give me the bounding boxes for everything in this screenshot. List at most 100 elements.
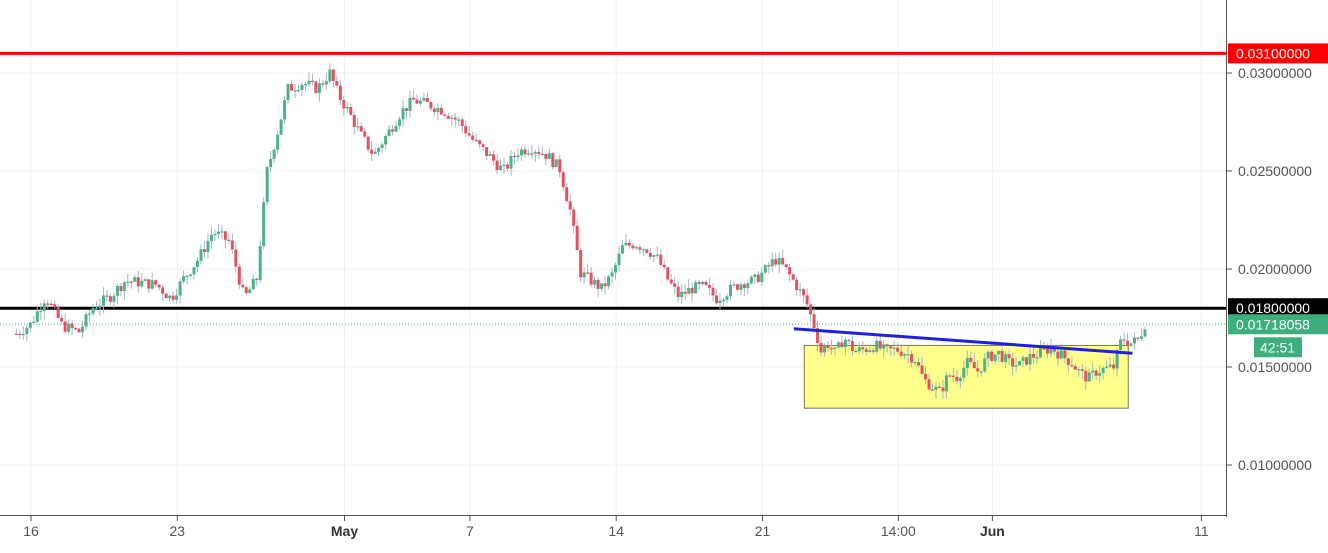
candle-body <box>728 284 732 297</box>
candle-body <box>377 148 381 152</box>
time-axis[interactable]: 16 23 May 7 14 21 14:00 Jun 11 <box>23 515 1209 539</box>
candle-131 <box>471 131 475 142</box>
candle-body <box>516 155 520 158</box>
candle-body <box>70 323 74 329</box>
candle-body <box>101 295 105 306</box>
candle-241 <box>854 348 858 353</box>
candle-body <box>28 322 32 328</box>
candle-body <box>833 347 837 349</box>
candle-106 <box>384 134 388 150</box>
candle-82 <box>300 82 304 97</box>
candle-body <box>56 306 60 318</box>
price-axis[interactable]: 0.01000000 0.01500000 0.02000000 0.02500000… <box>1226 65 1312 473</box>
candle-31 <box>122 281 126 300</box>
price-tick-label: 0.01500000 <box>1238 359 1312 375</box>
candle-body <box>864 349 868 352</box>
candle-104 <box>377 146 381 157</box>
candle-body <box>457 119 461 121</box>
candle-113 <box>408 90 412 118</box>
candle-body <box>415 99 419 104</box>
candle-123 <box>443 113 447 119</box>
trendline[interactable] <box>793 327 1133 355</box>
candle-24 <box>98 298 102 316</box>
candle-body <box>1056 351 1060 359</box>
candle-body <box>352 114 356 127</box>
candle-284 <box>1004 350 1008 369</box>
candle-body <box>220 231 224 233</box>
candle-body <box>307 80 311 85</box>
candle-43 <box>164 292 168 299</box>
candle-313 <box>1105 360 1109 369</box>
candle-95 <box>345 102 349 114</box>
candle-body <box>655 254 659 256</box>
candle-body <box>589 272 593 285</box>
candle-body <box>262 202 266 247</box>
candle-116 <box>418 97 422 107</box>
candle-body <box>631 245 635 249</box>
candle-body <box>88 313 92 315</box>
candle-265 <box>937 382 941 389</box>
resistance-price-label-bg <box>1228 43 1328 64</box>
candle-16 <box>70 319 74 335</box>
candle-body <box>547 153 551 159</box>
candle-233 <box>826 341 830 352</box>
candle-37 <box>143 277 147 282</box>
candle-178 <box>634 245 638 250</box>
candle-body <box>641 249 645 251</box>
candle-50 <box>189 273 193 278</box>
candle-body <box>784 264 788 268</box>
candle-144 <box>516 148 520 163</box>
candle-176 <box>627 239 631 249</box>
candle-154 <box>551 151 555 170</box>
candle-body <box>265 167 269 203</box>
candle-141 <box>506 161 510 172</box>
candle-25 <box>101 287 105 314</box>
candle-body <box>512 155 516 158</box>
candle-102 <box>370 141 374 162</box>
candle-128 <box>460 117 464 134</box>
candle-body <box>495 160 499 170</box>
candle-body <box>60 317 64 322</box>
candle-140 <box>502 157 506 174</box>
candle-body <box>244 287 248 294</box>
candle-body <box>1070 365 1074 367</box>
candle-body <box>680 291 684 298</box>
candle-body <box>178 281 182 296</box>
candle-body <box>843 339 847 348</box>
candle-body <box>1098 373 1102 376</box>
candle-5 <box>32 315 36 324</box>
candle-276 <box>976 360 980 378</box>
candle-125 <box>450 114 454 126</box>
candle-body <box>485 147 489 156</box>
candle-body <box>272 149 276 159</box>
candle-body <box>596 279 600 289</box>
candle-15 <box>67 319 71 334</box>
candle-body <box>310 80 314 82</box>
candle-201 <box>715 289 719 305</box>
candle-318 <box>1122 332 1126 346</box>
candle-body <box>150 280 154 289</box>
candle-35 <box>136 271 140 293</box>
candle-130 <box>467 125 471 137</box>
candle-65 <box>241 278 245 289</box>
candle-288 <box>1018 360 1022 366</box>
candle-202 <box>718 293 722 310</box>
candle-278 <box>983 352 987 374</box>
resistance-price-label: 0.03100000 <box>1228 43 1328 64</box>
candle-body <box>1094 370 1098 376</box>
candle-body <box>725 296 729 300</box>
candle-body <box>303 84 307 86</box>
candle-191 <box>680 283 684 304</box>
candle-268 <box>948 373 952 378</box>
candle-285 <box>1007 349 1011 366</box>
candle-body <box>199 249 203 261</box>
candle-81 <box>297 85 301 93</box>
candle-body <box>213 233 217 236</box>
candle-body <box>930 389 934 391</box>
candle-205 <box>728 280 732 301</box>
candle-255 <box>903 352 907 359</box>
candle-142 <box>509 149 513 177</box>
candle-body <box>523 149 527 155</box>
